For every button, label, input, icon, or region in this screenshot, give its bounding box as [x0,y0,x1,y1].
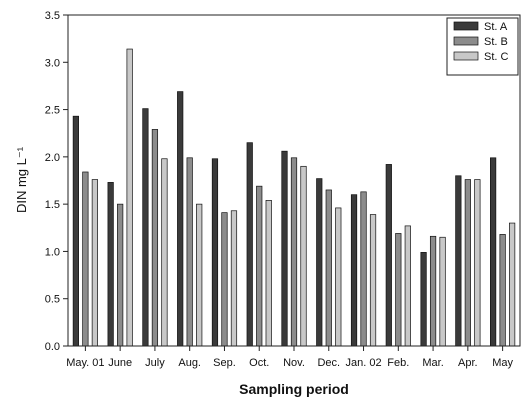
bar-sta [385,164,392,347]
bar-stb [221,212,228,347]
bar-stb [117,203,124,347]
x-tick-label: May [492,357,513,369]
bar-sta [211,158,219,347]
y-tick-labels: 0.0 0.5 1.0 1.5 2.0 2.5 3.0 3.5 [45,10,60,353]
bar-stb [464,179,471,347]
bar-stb [256,185,263,347]
legend-swatch [453,51,479,61]
x-tick-label: June [108,357,132,369]
x-tick-label: Mar. [422,357,443,369]
bar-stb [360,191,367,347]
bar-sta [107,182,114,347]
bar-sta [490,157,497,347]
bar-stc [509,222,516,347]
x-tick-label: Aug. [178,357,201,369]
x-tick-label: Nov. [283,357,305,369]
x-axis-label: Sampling period [239,381,349,397]
legend-label: St. C [484,51,509,63]
axes-group [63,14,521,351]
legend-label: St. A [484,21,508,33]
bar-stc [404,225,411,347]
bar-stc [439,236,446,347]
bar-stb [151,129,159,347]
x-tick-label: Oct. [249,357,269,369]
bar-stc [91,179,98,347]
bar-sta [246,142,253,347]
x-tick-label: Apr. [458,357,478,369]
bar-stc [230,210,238,347]
bar-stc [265,200,272,347]
bar-stc [335,207,342,347]
x-tick-label: Sep. [213,357,236,369]
x-tick-label: May. 01 [66,357,104,369]
bar-sta [177,91,184,347]
bar-stc [300,165,307,347]
bar-stc [126,48,133,347]
bar-stc [369,214,377,347]
bars-group [72,48,516,347]
y-tick-label: 0.5 [45,294,60,306]
bar-sta [420,252,427,347]
x-tick-label: Feb. [387,357,409,369]
bar-stb [82,171,89,347]
legend-swatch [453,21,479,31]
legend: St. A St. B St. C [446,17,519,76]
bar-sta [455,175,462,347]
y-tick-label: 2.0 [45,152,60,164]
bar-stb [290,157,298,347]
y-axis-label: DIN mg L⁻¹ [14,146,29,213]
x-tick-labels: May. 01 June July Aug. Sep. Oct. Nov. Dec. Jan. … [66,357,513,369]
bar-stc [474,179,481,347]
bar-stc [161,158,168,347]
legend-swatch [453,36,479,46]
y-tick-label: 1.0 [45,246,60,258]
bar-stc [196,203,203,347]
legend-label: St. B [484,36,508,48]
bar-sta [316,178,323,347]
bar-sta [72,115,79,347]
y-tick-label: 0.0 [45,341,60,353]
y-tick-label: 3.0 [45,57,60,69]
legend-box [446,17,519,76]
y-tick-label: 2.5 [45,105,60,117]
x-tick-label: Dec. [317,357,340,369]
x-tick-label: July [145,357,165,369]
y-tick-label: 1.5 [45,199,60,211]
y-tick-label: 3.5 [45,10,60,22]
bar-stb [186,157,193,347]
bar-sta [142,108,149,347]
bar-stb [325,189,332,347]
x-tick-label: Jan. 02 [345,357,381,369]
bar-stb [395,233,402,347]
bar-sta [281,150,288,347]
bar-stb [429,235,437,347]
bar-stb [499,234,506,347]
bar-sta [350,194,358,347]
